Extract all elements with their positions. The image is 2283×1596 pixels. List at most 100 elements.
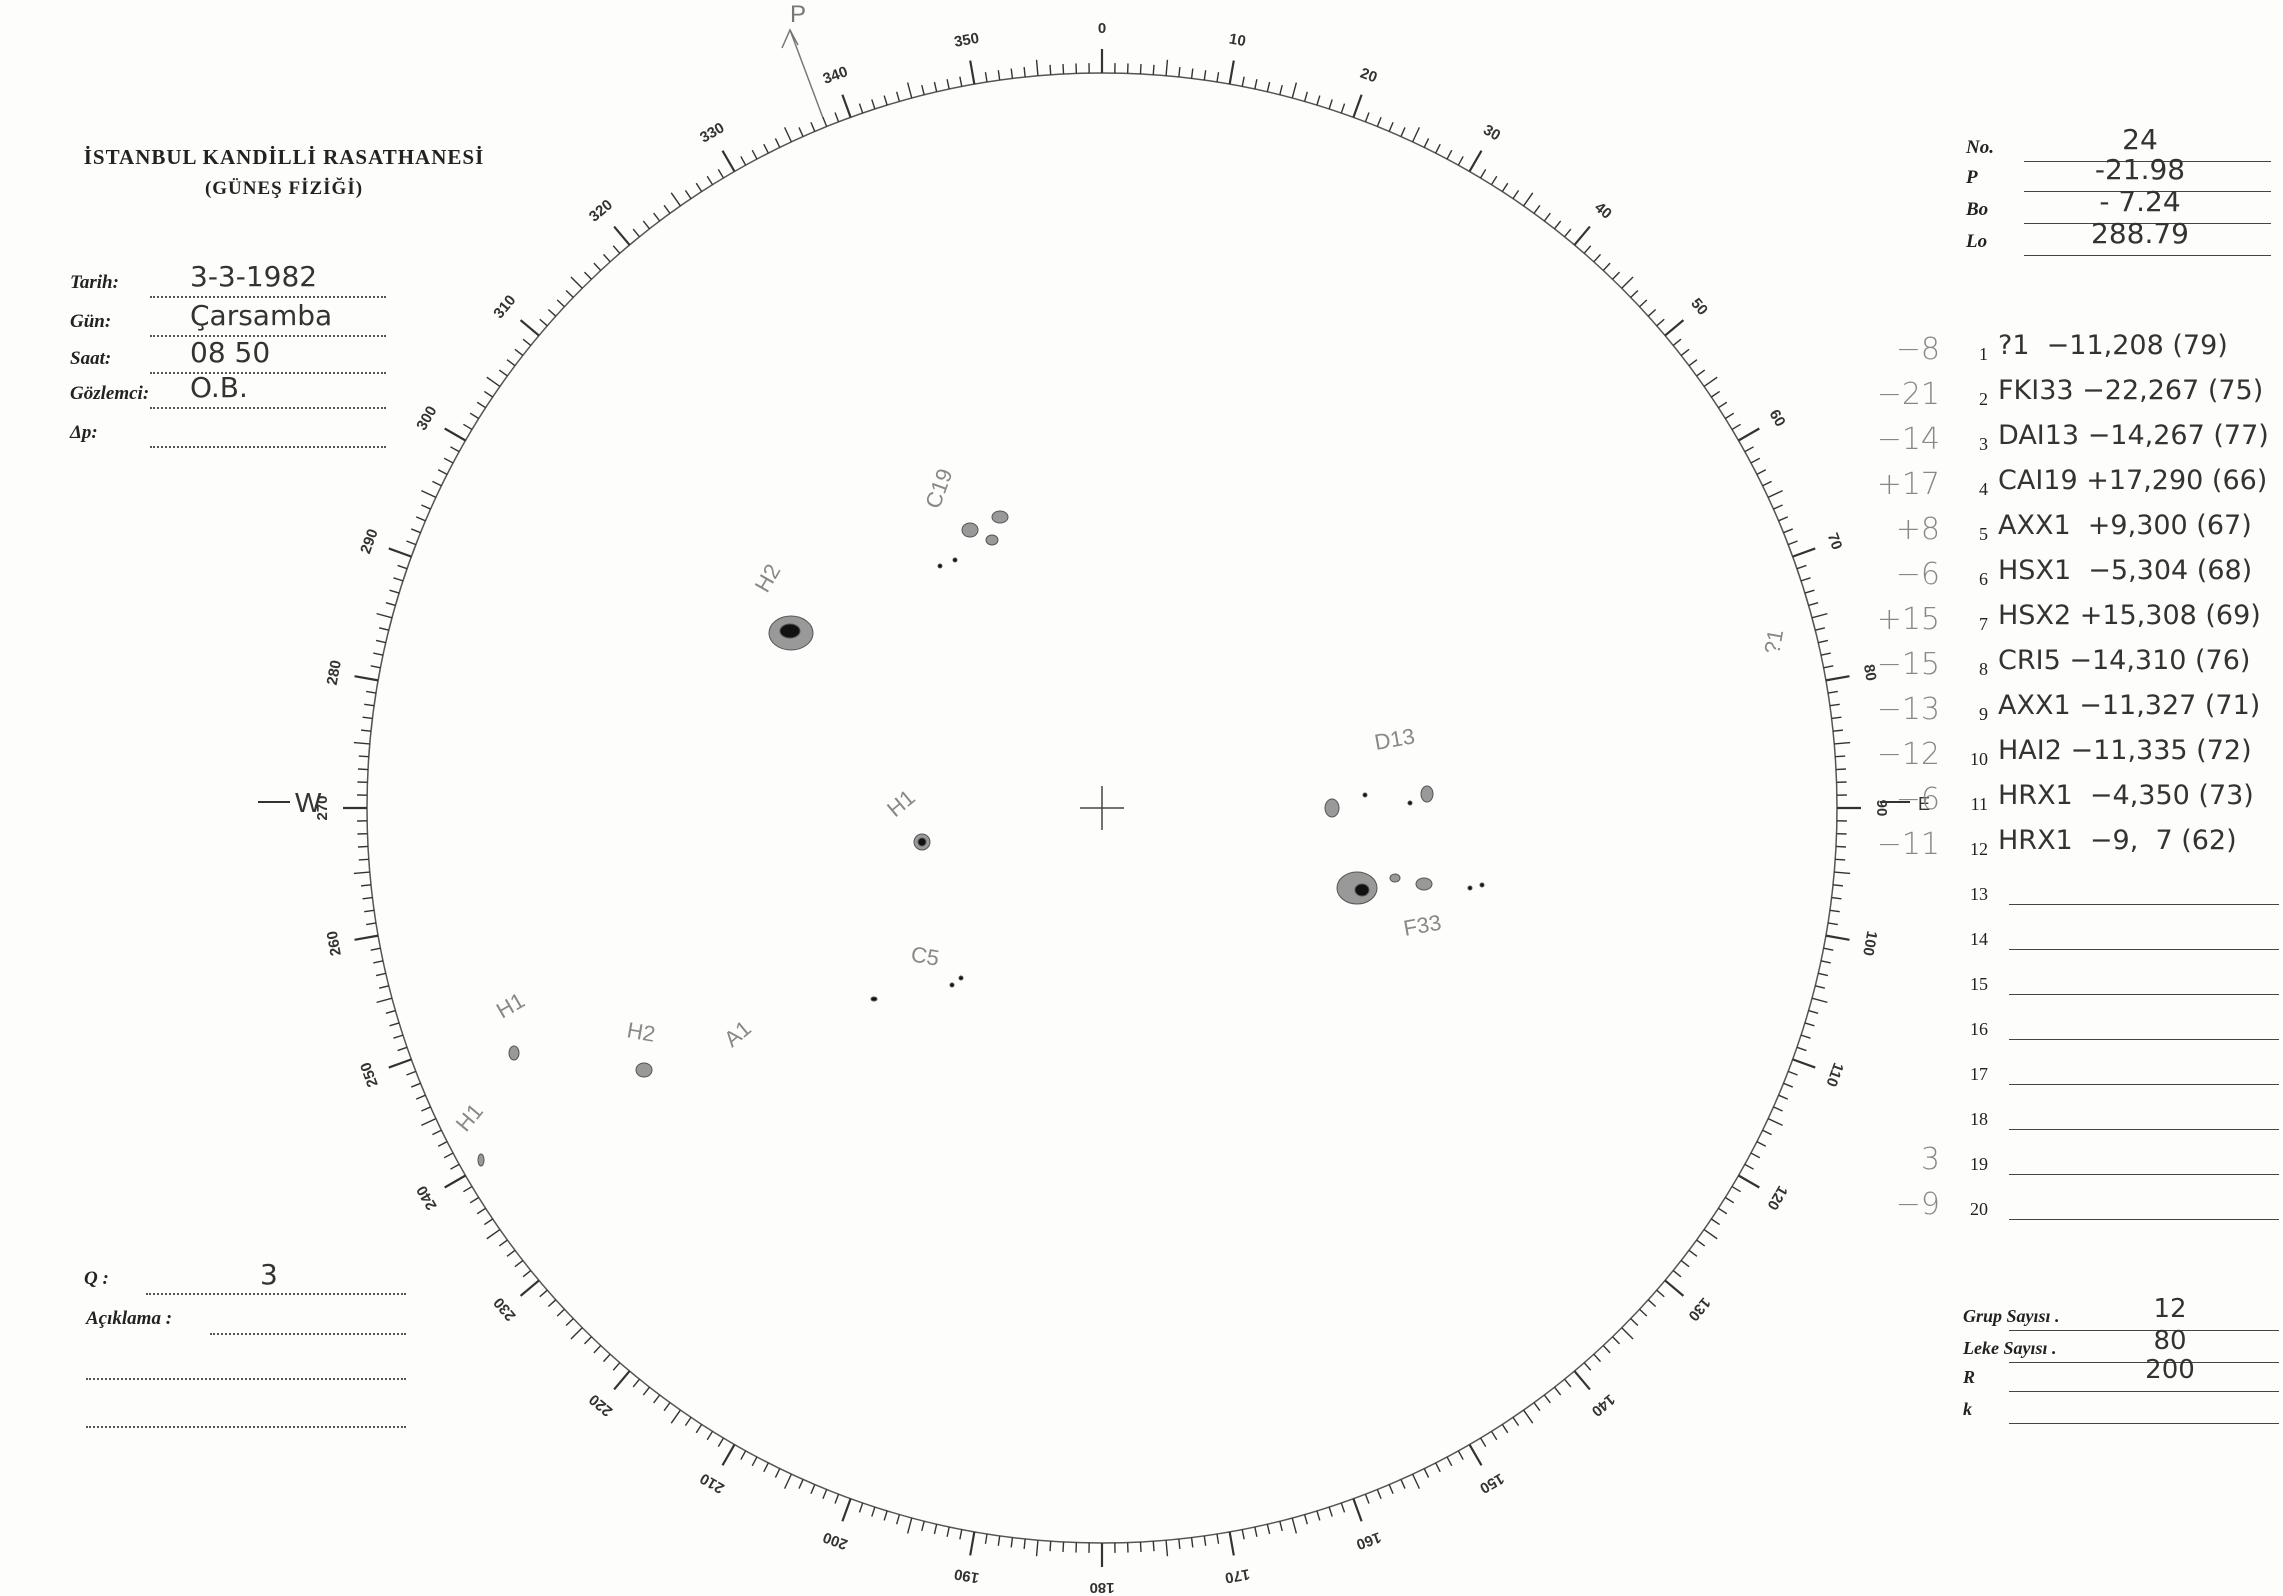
sunspot [1479, 882, 1485, 888]
dial-tick [354, 675, 379, 682]
dial-label: 310 [490, 292, 519, 322]
row-note: +17 [1876, 467, 1940, 502]
dial-tick [1328, 99, 1333, 110]
field-value: Çarsamba [190, 299, 333, 332]
dial-tick [1787, 1070, 1798, 1076]
dial-tick [1820, 960, 1831, 964]
dial-tick [1756, 469, 1767, 475]
field-line [150, 372, 386, 374]
dial-tick [1703, 376, 1718, 387]
dial-tick [366, 922, 377, 926]
field-label: Saat: [70, 348, 112, 369]
summary-value: 12 [2153, 1294, 2187, 1324]
spot-label: H1 [492, 988, 529, 1024]
dial-tick [1835, 755, 1846, 758]
dial-tick [1241, 1529, 1245, 1540]
dial-tick [361, 729, 372, 732]
row-line [2009, 1219, 2279, 1220]
dial-tick [602, 1353, 611, 1363]
dial-tick [1583, 1362, 1592, 1371]
dial-tick [373, 960, 384, 964]
dial-tick [476, 401, 486, 409]
dial-tick [388, 1058, 412, 1069]
dial-tick [506, 1249, 516, 1257]
field-line [150, 335, 386, 337]
row-number: 17 [1970, 1064, 1988, 1084]
summary-line [2009, 1330, 2279, 1331]
row-entry: HRX1 −9, 7 (62) [1998, 825, 2237, 856]
dial-tick [984, 72, 988, 83]
dial-tick [406, 1070, 417, 1076]
sunspot [958, 975, 964, 981]
dial-tick [1825, 675, 1850, 682]
dial-label: 40 [1591, 199, 1615, 223]
dial-tick [375, 972, 386, 977]
sunspot [1407, 800, 1413, 806]
dial-tick [1710, 1218, 1721, 1226]
dial-tick [444, 427, 467, 442]
dial-tick [841, 94, 852, 118]
dial-tick [463, 423, 473, 431]
dial-tick [358, 755, 369, 758]
dial-tick [1688, 1249, 1698, 1257]
dial-tick [895, 91, 901, 102]
dial-tick [1512, 1416, 1520, 1427]
dial-tick [1664, 1279, 1685, 1297]
dial-tick [663, 204, 671, 214]
spot-label: H2 [625, 1017, 657, 1047]
dial-label: 20 [1358, 65, 1379, 87]
row-number: 10 [1970, 749, 1988, 769]
dial-label: 230 [490, 1294, 519, 1324]
dial-tick [1593, 253, 1602, 263]
dial-tick [364, 703, 375, 707]
dial-tick [1564, 1378, 1572, 1388]
dial-tick [751, 149, 758, 160]
dial-tick [810, 121, 816, 132]
dial-tick [514, 1259, 524, 1268]
dial-label: 270 [314, 795, 331, 820]
dial-tick [613, 225, 631, 246]
dial-tick [959, 76, 963, 87]
dial-tick [1178, 1538, 1181, 1549]
dial-tick [798, 1479, 804, 1489]
dial-tick [858, 1502, 864, 1513]
east-label: E [1918, 794, 1930, 814]
dial-tick [1696, 1239, 1706, 1247]
dial-tick [522, 338, 532, 346]
dial-tick [783, 1473, 793, 1489]
dial-tick [642, 1386, 651, 1396]
dial-tick [376, 997, 393, 1004]
dial-tick [1062, 63, 1065, 75]
dial-tick [1818, 972, 1829, 977]
dial-tick [421, 1106, 431, 1112]
dial-label: 130 [1685, 1294, 1714, 1324]
dial-tick [1672, 338, 1682, 346]
dial-tick [1303, 91, 1309, 102]
summary-label: k [1963, 1399, 1972, 1419]
dial-label: 320 [586, 196, 616, 225]
param-label: P [1966, 167, 1978, 188]
dial-tick [1446, 1456, 1453, 1467]
dial-tick [1710, 390, 1721, 398]
comment-line [210, 1333, 406, 1335]
dial-tick [1352, 1498, 1363, 1522]
row-number: 9 [1979, 704, 1988, 724]
dial-tick [1203, 70, 1207, 81]
dial-label: 170 [1224, 1565, 1252, 1586]
dial-tick [946, 79, 950, 90]
dial-tick [583, 271, 592, 280]
row-number: 1 [1979, 344, 1988, 364]
dial-tick [1831, 716, 1842, 720]
row-number: 16 [1970, 1019, 1988, 1039]
spot-label: D13 [1373, 723, 1417, 755]
dial-tick [740, 1450, 747, 1460]
pole-label: P [790, 1, 806, 28]
dial-tick [783, 127, 793, 143]
field-label: Gözlemci: [70, 383, 150, 404]
dial-label: 220 [586, 1391, 616, 1420]
dial-tick [437, 1141, 448, 1147]
param-label: Bo [1966, 199, 1989, 220]
dial-tick [1411, 1473, 1421, 1489]
dial-tick [483, 390, 494, 398]
comment-line [86, 1378, 406, 1380]
